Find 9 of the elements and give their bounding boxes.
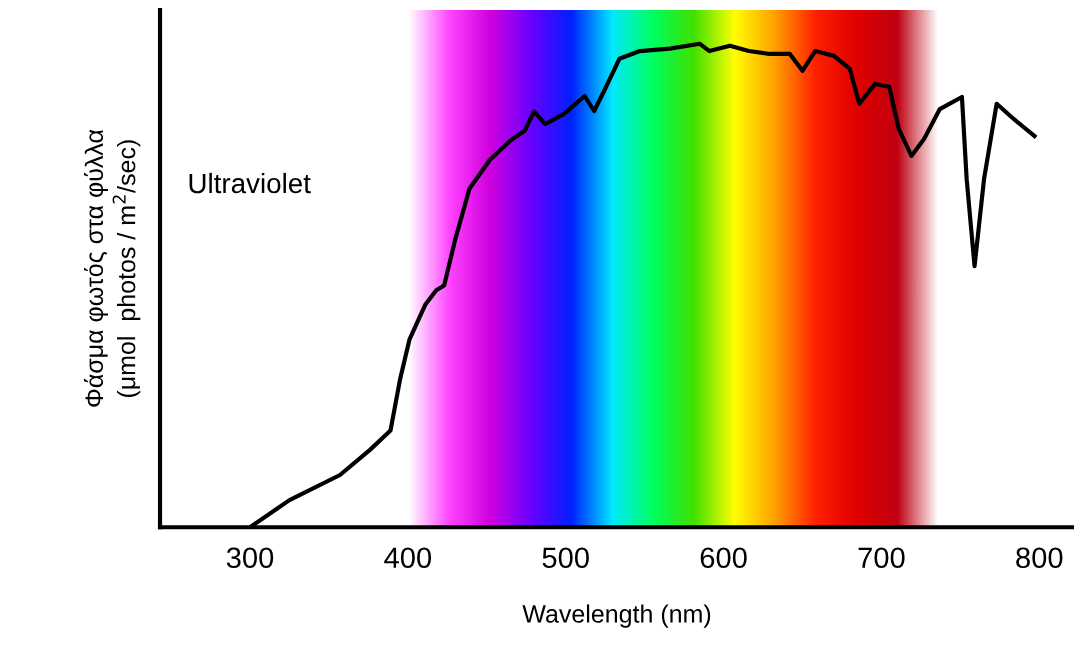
x-axis-title: Wavelength (nm) [522, 604, 711, 628]
x-tick-label: 300 [226, 547, 274, 569]
annotation: Ultraviolet [189, 172, 311, 194]
x-tick-label: 700 [858, 547, 905, 569]
x-tick-label: 800 [1016, 547, 1063, 569]
x-tick-label: 400 [384, 547, 432, 569]
y-axis-title: Φάσμα φωτός στα φύλλα (μmol photos / m$^{2}$/sec) [84, 129, 141, 407]
x-tick-label: 500 [542, 547, 589, 569]
x-tick-label: 600 [700, 547, 747, 569]
